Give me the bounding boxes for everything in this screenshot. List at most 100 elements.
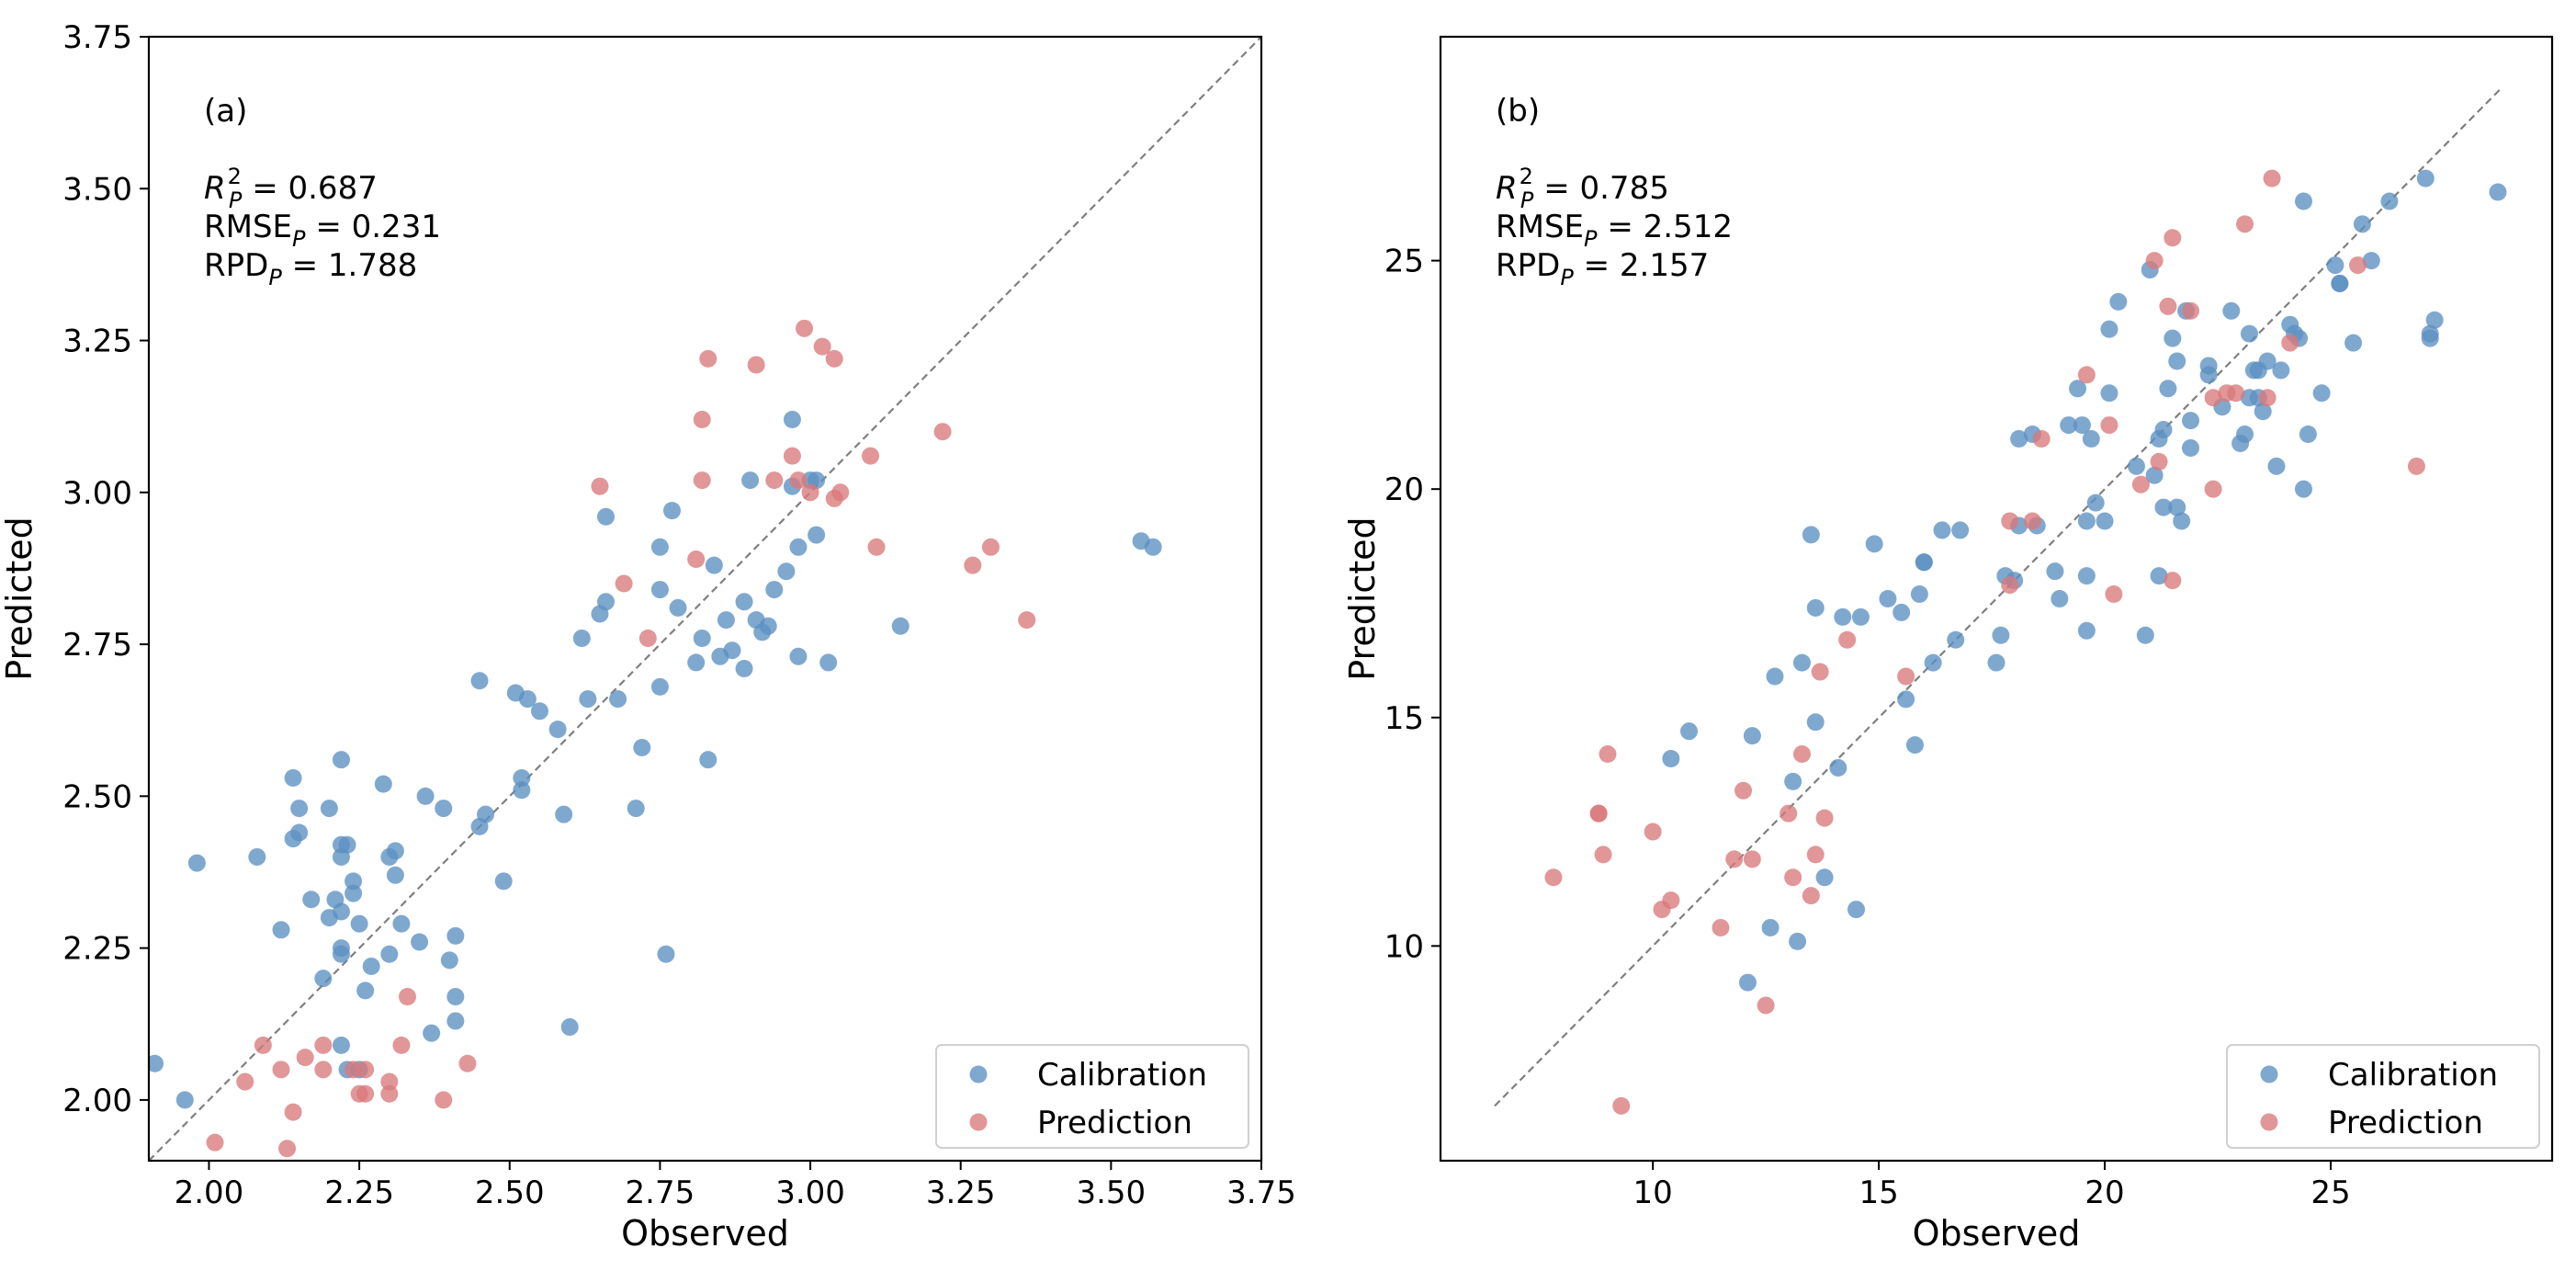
prediction-point: [693, 410, 711, 428]
prediction-point: [801, 483, 819, 502]
calibration-point: [2100, 320, 2118, 338]
calibration-point: [662, 502, 681, 520]
calibration-point: [332, 945, 350, 963]
stat-sub: P: [292, 226, 306, 252]
legend-label-calibration: Calibration: [2328, 1057, 2498, 1094]
prediction-point: [278, 1140, 297, 1158]
calibration-point: [518, 690, 537, 709]
calibration-point: [669, 598, 687, 617]
calibration-point: [1933, 521, 1951, 539]
prediction-point: [699, 349, 717, 368]
calibration-point: [2154, 421, 2173, 439]
calibration-point: [530, 702, 548, 721]
calibration-point: [759, 617, 777, 635]
calibration-point: [1806, 713, 1825, 732]
calibration-point: [1915, 553, 1933, 572]
prediction-point: [2100, 416, 2118, 435]
prediction-point: [2204, 480, 2222, 498]
prediction-point: [1815, 809, 1834, 827]
calibration-point: [2127, 457, 2145, 475]
calibration-point: [2182, 438, 2200, 457]
calibration-point: [2272, 361, 2290, 380]
calibration-point: [2077, 512, 2096, 530]
panel-label: (b): [1496, 93, 1540, 130]
stat-line: RMSEP = 0.231: [204, 209, 441, 252]
calibration-point: [2164, 329, 2182, 347]
prediction-point: [1725, 850, 1744, 868]
panel-label: (a): [204, 93, 247, 130]
y-axis-label: Predicted: [1342, 516, 1383, 680]
prediction-point: [2001, 576, 2019, 595]
stat-sub: P: [229, 187, 243, 213]
prediction-point: [867, 538, 886, 556]
x-tick-label: 3.25: [926, 1175, 996, 1211]
calibration-point: [290, 800, 309, 818]
prediction-point: [284, 1103, 302, 1121]
prediction-point: [398, 988, 416, 1006]
calibration-point: [765, 581, 784, 599]
prediction-point: [2407, 457, 2425, 475]
legend-label-prediction: Prediction: [1037, 1105, 1192, 1141]
calibration-point: [2082, 429, 2100, 448]
prediction-point: [964, 556, 982, 574]
calibration-point: [362, 957, 380, 975]
stat-metric: R: [1496, 170, 1518, 207]
calibration-point: [560, 1018, 579, 1037]
calibration-point: [2077, 621, 2096, 640]
calibration-point: [2240, 324, 2258, 343]
x-axis-label: Observed: [621, 1213, 789, 1254]
legend-label-calibration: Calibration: [1037, 1057, 1207, 1094]
calibration-point: [1738, 973, 1757, 992]
calibration-point: [332, 751, 350, 769]
calibration-point: [1662, 750, 1680, 768]
calibration-point: [2254, 403, 2272, 421]
calibration-point: [2222, 301, 2241, 320]
prediction-point: [2164, 572, 2182, 590]
calibration-point: [494, 872, 513, 891]
calibration-point: [440, 951, 458, 970]
x-tick-label: 2.50: [475, 1175, 545, 1211]
legend-box: [935, 1044, 1249, 1149]
prediction-point: [1811, 663, 1829, 681]
stat-value: = 2.512: [1598, 209, 1733, 245]
calibration-point: [627, 800, 645, 818]
prediction-point: [1806, 845, 1825, 864]
calibration-point: [2182, 412, 2200, 430]
calibration-point: [1992, 626, 2010, 644]
calibration-point: [579, 690, 597, 709]
legend-marker-calibration: [2260, 1065, 2278, 1084]
calibration-point: [1910, 585, 1928, 604]
legend: Calibration Prediction: [935, 1044, 1249, 1149]
calibration-point: [2077, 567, 2096, 585]
calibration-point: [705, 556, 723, 574]
prediction-point: [2131, 475, 2150, 494]
stat-line: RMSEP = 2.512: [1496, 209, 1733, 252]
x-tick-label: 15: [1859, 1175, 1898, 1211]
prediction-point: [1594, 845, 1612, 864]
one-to-one-line: [149, 37, 1261, 1161]
calibration-point: [2086, 494, 2105, 512]
prediction-point: [380, 1072, 399, 1091]
calibration-point: [2421, 329, 2439, 347]
stat-value: = 2.157: [1574, 247, 1709, 284]
prediction-point: [831, 483, 850, 502]
calibration-point: [345, 872, 363, 891]
calibration-point: [1905, 736, 1924, 755]
calibration-point: [345, 884, 363, 902]
prediction-point: [435, 1091, 453, 1109]
prediction-point: [392, 1036, 411, 1054]
calibration-point: [380, 945, 399, 963]
calibration-point: [1924, 653, 1942, 672]
stat-metric: RMSE: [204, 209, 292, 245]
calibration-point: [650, 581, 669, 599]
prediction-point: [2023, 512, 2041, 530]
calibration-point: [2326, 256, 2344, 275]
calibration-point: [2154, 498, 2173, 516]
calibration-point: [2168, 498, 2186, 516]
stat-value: = 0.785: [1533, 170, 1668, 207]
calibration-point: [2046, 562, 2064, 581]
prediction-point: [236, 1072, 254, 1091]
prediction-point: [458, 1054, 477, 1072]
prediction-point: [296, 1049, 314, 1067]
prediction-point: [1743, 850, 1761, 868]
